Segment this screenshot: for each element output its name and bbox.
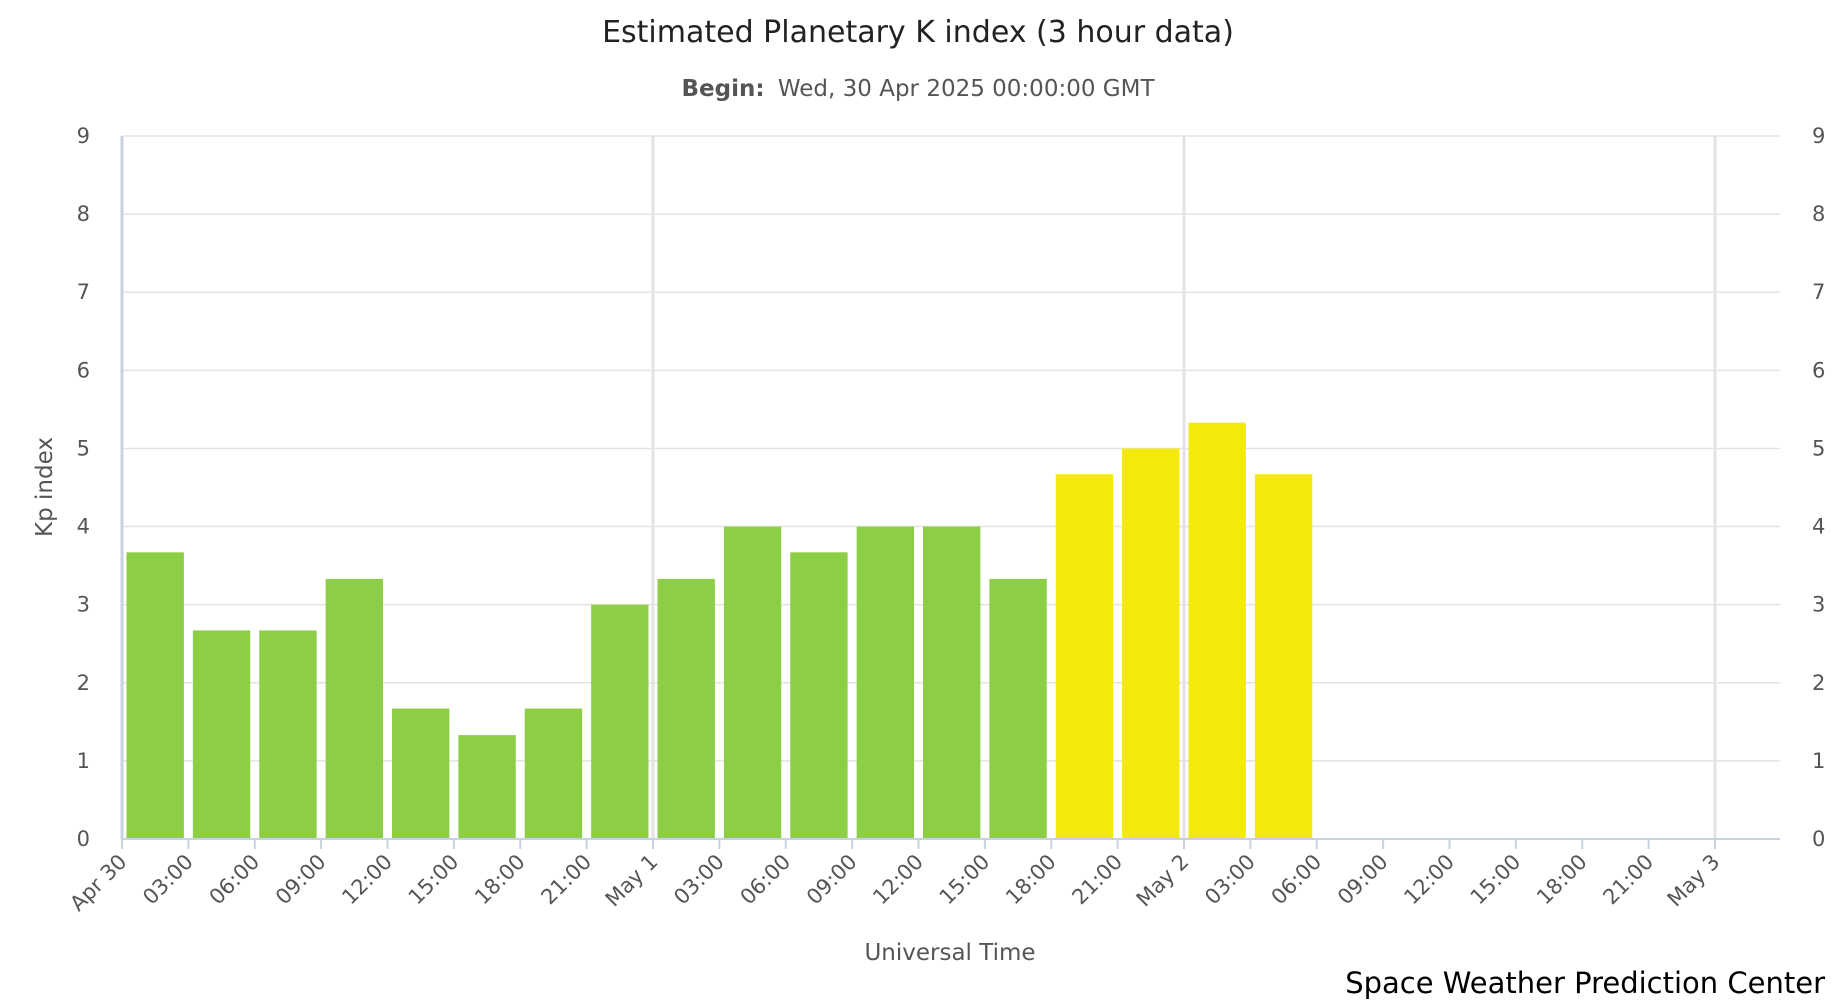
x-tick-label: 12:00 [1399,850,1459,910]
bar [856,526,914,839]
y-tick-label-right: 9 [1812,124,1825,148]
bar [723,526,782,839]
x-tick-label: 12:00 [337,850,397,910]
y-tick-label-right: 6 [1812,358,1825,382]
bar [1188,422,1246,839]
y-tick-label-right: 1 [1812,749,1825,773]
x-tick-label: 21:00 [536,850,596,910]
y-tick-label-left: 0 [77,827,90,851]
x-tick-label: 06:00 [205,850,265,910]
bar [325,578,383,839]
y-axis-title: Kp index [32,437,58,537]
y-tick-label-left: 2 [77,671,90,695]
bar [790,552,848,839]
x-tick-label: 03:00 [1200,850,1260,910]
x-tick-label: 09:00 [802,850,862,910]
y-tick-label-right: 5 [1812,436,1825,460]
y-tick-label-left: 4 [77,515,90,539]
grid-lines [122,135,1780,839]
y-tick-label-right: 2 [1812,671,1825,695]
x-tick-label: May 1 [601,850,663,912]
x-tick-label: 18:00 [1532,850,1592,910]
y-tick-label-right: 3 [1812,593,1825,617]
bar [259,630,317,839]
x-tick-label: May 2 [1132,850,1194,912]
x-axis-title: Universal Time [864,940,1035,966]
y-axis-right-ticks: 0 1 2 3 4 5 6 7 8 9 [1812,124,1825,851]
bars [126,422,1313,839]
bar [923,526,981,839]
bar [524,708,583,839]
x-tick-label: 15:00 [935,850,995,910]
x-axis-ticks: Apr 30 03:00 06:00 09:00 12:00 15:00 18:00 21:0… [65,839,1725,916]
y-tick-label-left: 9 [77,124,90,148]
bar [1055,474,1114,839]
x-tick-label: May 3 [1663,850,1725,912]
credit-label: Space Weather Prediction Center [1345,966,1825,1000]
y-axis-left-ticks: 0 1 2 3 4 5 6 7 8 9 [77,124,90,851]
subtitle-value: Wed, 30 Apr 2025 00:00:00 GMT [778,76,1156,102]
x-tick-label: 21:00 [1598,850,1658,910]
x-tick-label: 09:00 [271,850,331,910]
y-tick-label-left: 6 [77,358,90,382]
x-tick-label: 03:00 [669,850,729,910]
y-tick-label-right: 7 [1812,280,1825,304]
x-tick-label: 06:00 [736,850,796,910]
y-tick-label-left: 7 [77,280,90,304]
bar [1122,448,1180,839]
chart-subtitle: Begin: Wed, 30 Apr 2025 00:00:00 GMT [682,76,1156,102]
bar [591,604,649,839]
y-tick-label-right: 4 [1812,515,1825,539]
x-tick-label: 03:00 [138,850,198,910]
x-tick-label: 09:00 [1333,850,1393,910]
bar [392,708,450,839]
x-tick-label: 12:00 [868,850,928,910]
bar [657,578,715,839]
axes [120,136,1780,840]
x-tick-label: 21:00 [1067,850,1127,910]
x-tick-label: 18:00 [470,850,530,910]
bar [126,552,184,839]
y-tick-label-left: 8 [77,202,90,226]
x-tick-label: 18:00 [1001,850,1061,910]
chart-title: Estimated Planetary K index (3 hour data… [602,15,1234,50]
y-tick-label-left: 5 [77,436,90,460]
y-tick-label-left: 1 [77,749,90,773]
x-tick-label: Apr 30 [65,850,131,916]
y-tick-label-right: 0 [1812,827,1825,851]
bar [1254,474,1313,839]
y-tick-label-left: 3 [77,593,90,617]
bar [989,578,1047,839]
bar [458,735,516,839]
subtitle-label: Begin: [682,76,765,102]
x-tick-label: 15:00 [404,850,464,910]
bar [192,630,251,839]
y-tick-label-right: 8 [1812,202,1825,226]
x-tick-label: 15:00 [1466,850,1526,910]
x-tick-label: 06:00 [1267,850,1327,910]
